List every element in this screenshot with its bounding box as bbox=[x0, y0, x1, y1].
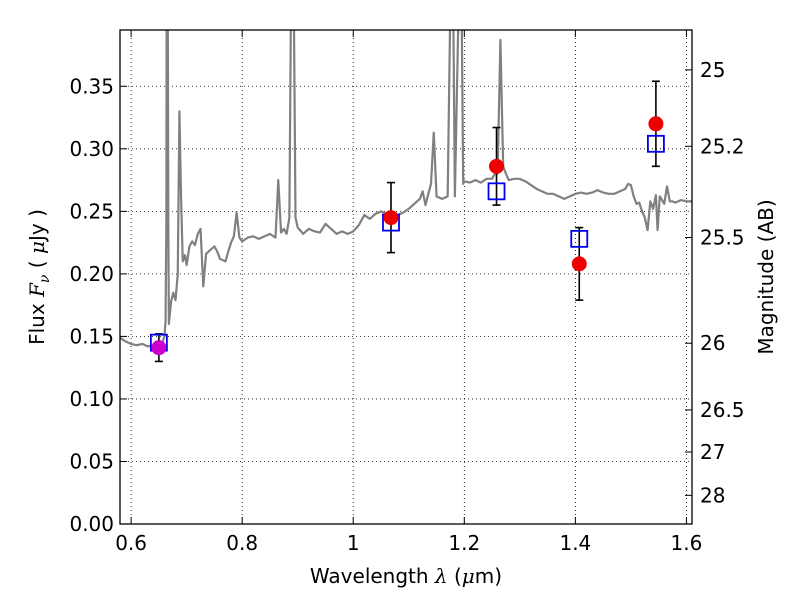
observed-point-marker bbox=[383, 210, 399, 226]
x-tick-label: 1.4 bbox=[559, 531, 591, 555]
plot-area bbox=[120, 30, 692, 524]
data-markers bbox=[149, 80, 665, 363]
axis-ticks: 0.6 0.8 1 1.2 1.4 1.6 0.00 0.05 0.10 0.15 0.20 0.25… bbox=[69, 30, 745, 555]
model-square-marker bbox=[647, 134, 665, 153]
observed-point-marker bbox=[151, 340, 167, 356]
model-square-marker bbox=[487, 182, 506, 201]
y-tick-label: 0.30 bbox=[69, 137, 114, 161]
observed-point-marker bbox=[648, 116, 664, 132]
y-axis-label: Flux Fν ( μJy ) bbox=[25, 209, 53, 345]
y-tick-label: 0.25 bbox=[69, 199, 114, 223]
y2-tick-label: 27 bbox=[700, 440, 725, 464]
y2-tick-label: 25.5 bbox=[700, 225, 745, 249]
y2-axis-label: Magnitude (AB) bbox=[754, 199, 778, 354]
model-square-marker bbox=[570, 229, 589, 248]
y-tick-label: 0.10 bbox=[69, 387, 114, 411]
x-tick-label: 1 bbox=[347, 531, 360, 555]
x-tick-label: 1.6 bbox=[671, 531, 703, 555]
x-tick-label: 0.8 bbox=[226, 531, 258, 555]
x-axis-label: Wavelength λ (μm) bbox=[310, 564, 502, 588]
y2-tick-label: 26.5 bbox=[700, 398, 745, 422]
plot-frame bbox=[119, 29, 693, 525]
x-tick-label: 1.2 bbox=[448, 531, 480, 555]
observed-point-marker bbox=[489, 158, 505, 174]
x-tick-label: 0.6 bbox=[115, 531, 147, 555]
y2-tick-label: 26 bbox=[700, 331, 725, 355]
y-tick-label: 0.35 bbox=[69, 74, 114, 98]
y2-tick-label: 28 bbox=[700, 483, 725, 507]
observed-point-marker bbox=[571, 256, 587, 272]
y-tick-label: 0.00 bbox=[69, 512, 114, 536]
y-tick-label: 0.05 bbox=[69, 449, 114, 473]
y2-tick-label: 25.2 bbox=[700, 134, 745, 158]
y-tick-label: 0.15 bbox=[69, 324, 114, 348]
y-tick-label: 0.20 bbox=[69, 262, 114, 286]
y2-tick-label: 25 bbox=[700, 58, 725, 82]
